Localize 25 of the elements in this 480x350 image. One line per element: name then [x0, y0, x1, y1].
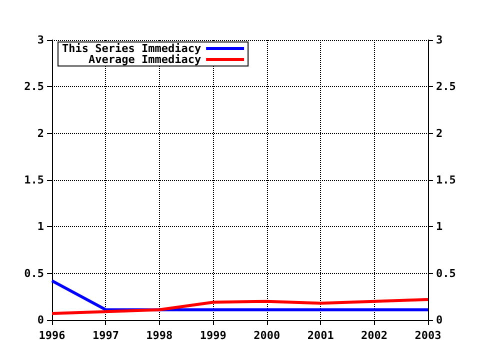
y2-tick-label: 2 — [436, 126, 443, 140]
y2-tick-label: 0.5 — [436, 266, 456, 280]
y-tick-label: 3 — [37, 34, 44, 46]
y2-tick-label: 1.5 — [436, 174, 456, 186]
y-tick-label: 2.5 — [24, 80, 44, 94]
y-tick-label: 1 — [37, 220, 44, 234]
line-series — [50, 298, 430, 315]
y-tick-label: 0 — [37, 314, 44, 326]
y-tick-label: 2 — [37, 126, 44, 140]
legend-label: Average Immediacy — [88, 53, 202, 66]
x-tick-label: 2001 — [307, 329, 334, 342]
x-tick-label: 2002 — [361, 329, 388, 342]
x-tick-label: 1996 — [38, 329, 66, 342]
y2-tick-label: 1 — [436, 220, 443, 234]
y-tick-label: 1.5 — [24, 174, 44, 186]
x-tick-label: 2000 — [254, 329, 280, 342]
y-tick-label: 0.5 — [24, 266, 44, 280]
legend-label: This Series Immediacy — [62, 42, 202, 55]
x-tick-label: 1999 — [200, 329, 226, 342]
x-tick-label: 1997 — [92, 329, 119, 342]
y2-tick-label: 2.5 — [436, 80, 456, 94]
x-tick-label: 1998 — [146, 329, 173, 342]
y2-tick-label: 0 — [436, 314, 443, 326]
x-tick-label: 2003 — [414, 329, 442, 342]
y2-tick-label: 3 — [436, 34, 443, 46]
